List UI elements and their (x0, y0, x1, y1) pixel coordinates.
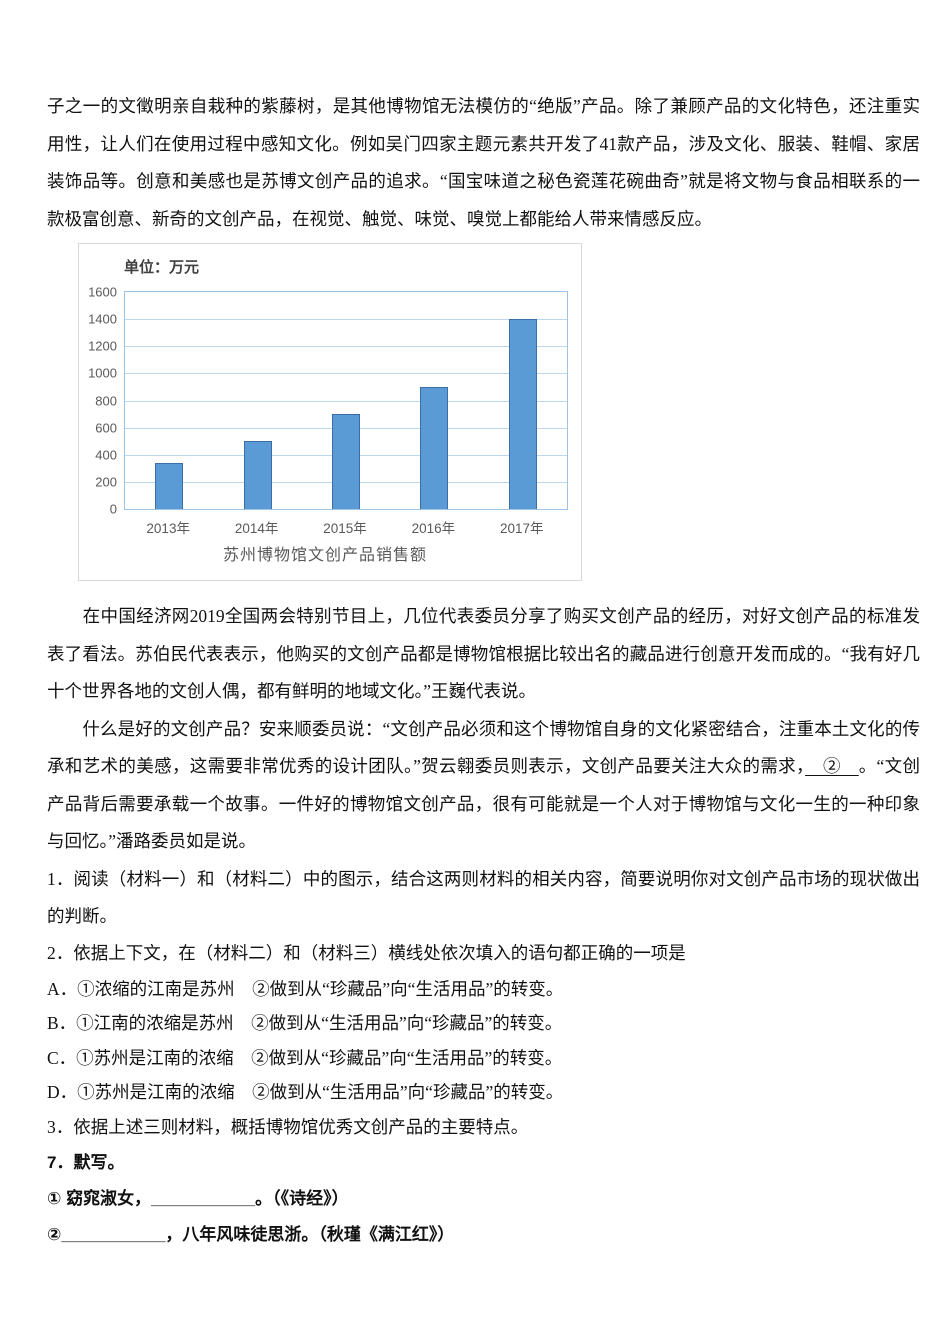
dictation-item-1: ① 窈窕淑女，___________。（《诗经》） (47, 1188, 349, 1208)
dictation-heading: 7．默写。 (47, 1152, 125, 1172)
paragraph-text-after-blank: 。“文创产品背后需要承载一个故事。一件好的博物馆文创产品，很有可能就是一个人对于… (47, 756, 921, 851)
chart-gridline (125, 400, 567, 402)
material-three-paragraph-1: 在中国经济网2019全国两会特别节目上，几位代表委员分享了购买文创产品的经历，对… (47, 606, 920, 701)
question-2-option-a: A．①浓缩的江南是苏州 ②做到从“珍藏品”向“生活用品”的转变。 (47, 978, 564, 999)
paragraph-text-before-blank: 什么是好的文创产品？安来顺委员说：“文创产品必须和这个博物馆自身的文化紧密结合，… (47, 718, 920, 777)
y-axis-tick-label: 800 (95, 393, 117, 408)
y-axis-tick-label: 1400 (88, 311, 117, 327)
question-1: 1．阅读（材料一）和（材料二）中的图示，结合这两则材料的相关内容，简要说明你对文… (47, 868, 920, 926)
bar-2014年 (243, 441, 272, 509)
x-axis-tick-label: 2016年 (411, 521, 456, 536)
question-2: 2．依据上下文，在（材料二）和（材料三）横线处依次填入的语句都正确的一项是 (47, 942, 686, 963)
chart-gridline (125, 319, 567, 321)
material-two-paragraph-1: 子之一的文徵明亲自栽种的紫藤树，是其他博物馆无法模仿的“绝版”产品。除了兼顾产品… (47, 96, 920, 229)
sales-bar-chart: 单位：万元 0 200 400 600 800 1000 1200 1400 1600 2013… (78, 243, 582, 581)
chart-title: 苏州博物馆文创产品销售额 (222, 547, 427, 564)
question-2-option-d: D．①苏州是江南的浓缩 ②做到从“生活用品”向“珍藏品”的转变。 (47, 1082, 564, 1102)
x-axis-tick-label: 2014年 (234, 521, 279, 536)
document-page: 子之一的文徵明亲自栽种的紫藤树，是其他博物馆无法模仿的“绝版”产品。除了兼顾产品… (47, 88, 920, 1253)
y-axis-tick-label: 200 (95, 474, 117, 490)
question-2-option-b: B．①江南的浓缩是苏州 ②做到从“生活用品”向“珍藏品”的转变。 (47, 1013, 563, 1033)
y-axis-tick-label: 1200 (88, 338, 117, 354)
x-axis-tick-label: 2017年 (500, 521, 544, 536)
y-axis-tick-label: 600 (95, 420, 117, 436)
bar-2013年 (155, 462, 184, 509)
chart-gridline (125, 346, 567, 348)
dictation-item-2: ②___________，八年风味徒思浙。（秋瑾《满江红》） (47, 1224, 455, 1244)
inline-blank-2: ② (805, 756, 859, 776)
chart-x-axis: 2013年 2014年 2015年 2016年 2017年 (124, 517, 566, 537)
chart-gridline (125, 373, 567, 375)
y-axis-tick-label: 1600 (88, 284, 117, 300)
x-axis-tick-label: 2013年 (146, 521, 190, 536)
chart-y-axis: 0 200 400 600 800 1000 1200 1400 1600 (79, 285, 117, 517)
bar-2017年 (508, 319, 537, 509)
y-axis-tick-label: 0 (109, 501, 117, 517)
bar-2016年 (420, 386, 449, 509)
y-axis-tick-label: 400 (95, 447, 117, 463)
question-2-option-c: C．①苏州是江南的浓缩 ②做到从“珍藏品”向“生活用品”的转变。 (47, 1047, 563, 1068)
bar-2015年 (332, 414, 360, 509)
material-three-paragraph-2: 什么是好的文创产品？安来顺委员说：“文创产品必须和这个博物馆自身的文化紧密结合，… (47, 711, 920, 861)
x-axis-tick-label: 2015年 (323, 521, 367, 536)
chart-unit-label: 单位：万元 (124, 259, 200, 276)
question-3: 3．依据上述三则材料，概括博物馆优秀文创产品的主要特点。 (47, 1116, 529, 1137)
y-axis-tick-label: 1000 (88, 365, 117, 381)
chart-plot-area (124, 291, 568, 510)
